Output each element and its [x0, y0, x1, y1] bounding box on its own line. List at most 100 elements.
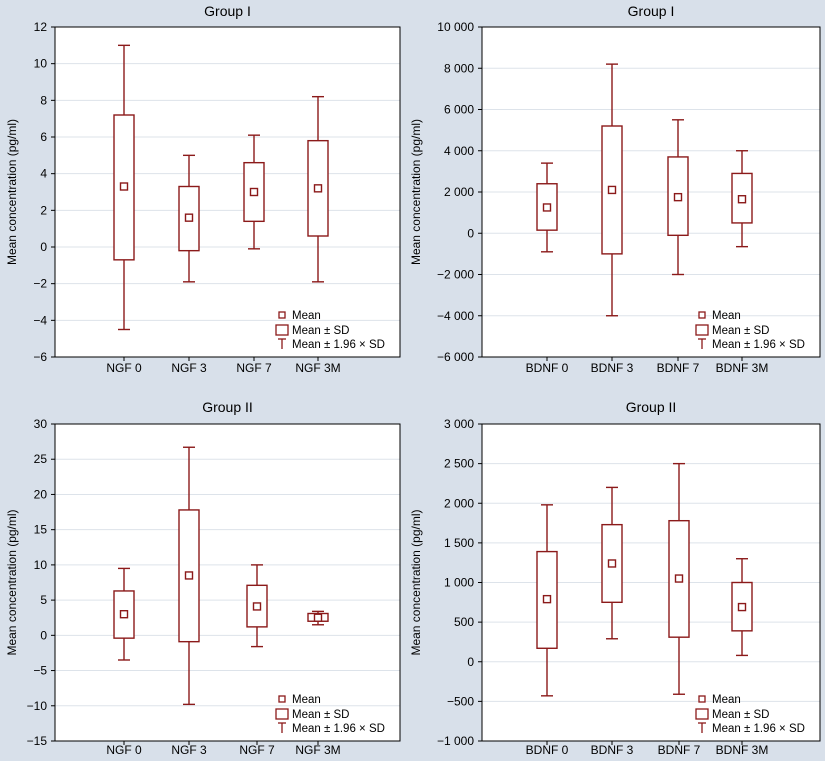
y-tick-label: 3 000 [444, 417, 474, 431]
y-tick-label: 5 [40, 593, 47, 607]
x-tick-label: NGF 3M [295, 743, 340, 757]
y-tick-label: 1 000 [444, 576, 474, 590]
y-tick-label: −5 [33, 664, 47, 678]
chart-title: Group I [628, 3, 675, 19]
x-tick-label: NGF 0 [106, 361, 142, 375]
mean-marker [542, 594, 552, 604]
plot-area [55, 27, 400, 357]
mean-marker [119, 610, 129, 619]
mean-marker [252, 602, 262, 611]
x-tick-label: NGF 7 [239, 743, 275, 757]
x-tick-label: NGF 7 [236, 361, 272, 375]
mean-marker [184, 571, 194, 580]
y-axis-label: Mean concentration (pg/ml) [409, 119, 423, 265]
mean-marker [674, 574, 684, 583]
mean-marker [607, 185, 617, 195]
y-tick-label: −1 000 [437, 734, 474, 748]
y-tick-label: −6 000 [437, 350, 474, 364]
mean-marker [249, 187, 259, 197]
legend-sd-swatch [275, 324, 289, 336]
y-tick-label: 10 [34, 57, 48, 71]
x-tick-label: NGF 3 [171, 361, 207, 375]
y-tick-label: −10 [27, 699, 48, 713]
legend-mean-label: Mean [712, 310, 741, 322]
legend-mean-swatch [278, 695, 286, 703]
chart-panel: −6 −4 −2 0 2 4 6 8 10 12 Group I Mean concentration… [5, 3, 401, 375]
legend: Mean Mean ± SD Mean ± 1.96 × SD [275, 310, 385, 351]
plot-frame [54, 423, 401, 742]
y-tick-label: 10 [34, 558, 48, 572]
x-tick-label: BDNF 7 [658, 743, 701, 757]
y-tick-label: 15 [34, 523, 48, 537]
chart-panel: −6 000 −4 000 −2 000 0 2 000 4 000 6 000 8 000 1… [409, 3, 821, 375]
x-tick-label: BDNF 3M [716, 743, 769, 757]
y-tick-label: 4 [40, 167, 47, 181]
plot-frame [54, 26, 401, 358]
y-tick-label: 10 000 [437, 20, 474, 34]
y-tick-label: 2 500 [444, 457, 474, 471]
y-tick-label: −4 [33, 313, 47, 327]
y-tick-label: 0 [40, 240, 47, 254]
y-tick-label: −15 [27, 734, 48, 748]
x-tick-label: BDNF 7 [657, 361, 700, 375]
y-tick-label: 2 000 [444, 185, 474, 199]
y-tick-label: 6 000 [444, 103, 474, 117]
y-axis-label: Mean concentration (pg/ml) [5, 119, 19, 265]
y-tick-label: 0 [467, 655, 474, 669]
y-tick-label: 12 [34, 20, 48, 34]
mean-marker [737, 602, 747, 612]
legend-sd-label: Mean ± SD [712, 325, 769, 337]
y-tick-label: 20 [34, 487, 48, 501]
y-tick-label: 6 [40, 130, 47, 144]
legend-ci-label: Mean ± 1.96 × SD [712, 339, 805, 351]
legend-sd-label: Mean ± SD [292, 709, 349, 721]
legend-mean-swatch [278, 311, 286, 319]
legend-mean-label: Mean [712, 694, 741, 706]
y-tick-label: −500 [447, 694, 474, 708]
x-tick-label: BDNF 3M [716, 361, 769, 375]
y-tick-label: 2 000 [444, 496, 474, 510]
chart-title: Group II [626, 399, 677, 415]
legend-sd-label: Mean ± SD [712, 709, 769, 721]
x-tick-label: NGF 0 [106, 743, 142, 757]
legend-ci-label: Mean ± 1.96 × SD [712, 723, 805, 735]
mean-marker [737, 195, 747, 204]
legend: Mean Mean ± SD Mean ± 1.96 × SD [695, 310, 805, 351]
y-tick-label: −4 000 [437, 309, 474, 323]
x-tick-label: BDNF 3 [591, 361, 634, 375]
legend-sd-swatch [695, 708, 709, 720]
y-tick-label: 1 500 [444, 536, 474, 550]
mean-marker [313, 613, 323, 622]
y-tick-label: 4 000 [444, 144, 474, 158]
y-axis-label: Mean concentration (pg/ml) [5, 509, 19, 655]
x-tick-label: BDNF 0 [526, 361, 569, 375]
y-tick-label: 0 [40, 628, 47, 642]
y-axis-label: Mean concentration (pg/ml) [409, 509, 423, 655]
legend-sd-label: Mean ± SD [292, 325, 349, 337]
legend-sd-swatch [275, 708, 289, 720]
y-tick-label: 2 [40, 203, 47, 217]
y-tick-label: −2 000 [437, 268, 474, 282]
mean-marker [673, 192, 683, 202]
legend: Mean Mean ± SD Mean ± 1.96 × SD [695, 694, 805, 735]
x-tick-label: NGF 3 [171, 743, 207, 757]
chart-title: Group II [202, 399, 253, 415]
y-tick-label: 8 000 [444, 61, 474, 75]
mean-marker [184, 213, 194, 222]
chart-panel: −1 000 −500 0 500 1 000 1 500 2 000 2 500 3 000 G… [409, 399, 821, 757]
chart-panel: −15 −10 −5 0 5 10 15 20 25 30 Group II Mean concent… [5, 399, 401, 757]
y-tick-label: 500 [454, 615, 474, 629]
legend-mean-swatch [698, 311, 706, 319]
legend-mean-label: Mean [292, 310, 321, 322]
x-tick-label: NGF 3M [295, 361, 340, 375]
x-tick-label: BDNF 3 [591, 743, 634, 757]
mean-marker [607, 559, 617, 568]
mean-marker [313, 184, 323, 193]
mean-marker [542, 203, 552, 212]
legend: Mean Mean ± SD Mean ± 1.96 × SD [275, 694, 385, 735]
plot-area [55, 424, 400, 741]
legend-ci-label: Mean ± 1.96 × SD [292, 723, 385, 735]
y-tick-label: 25 [34, 452, 48, 466]
y-tick-label: 8 [40, 93, 47, 107]
